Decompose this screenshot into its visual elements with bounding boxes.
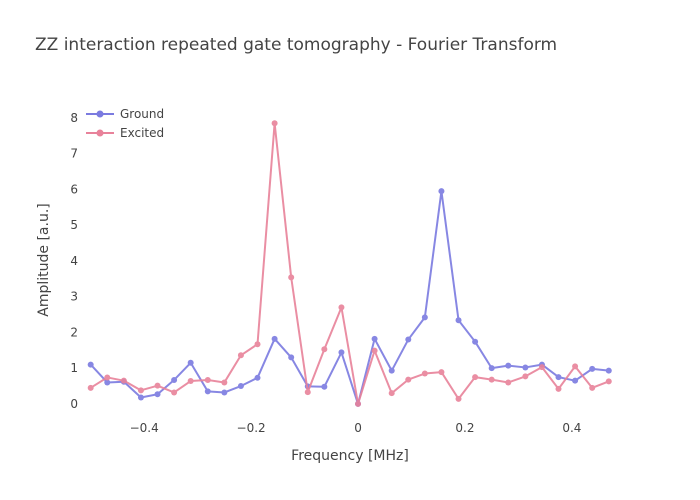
series-excited bbox=[87, 120, 612, 407]
x-tick-label: 0 bbox=[354, 421, 362, 435]
plot-background bbox=[80, 100, 620, 420]
data-point-excited[interactable] bbox=[87, 384, 94, 391]
data-point-excited[interactable] bbox=[271, 120, 278, 127]
data-point-excited[interactable] bbox=[154, 382, 161, 389]
data-point-excited[interactable] bbox=[421, 370, 428, 377]
data-point-excited[interactable] bbox=[254, 341, 261, 348]
legend: Ground Excited bbox=[86, 107, 164, 140]
data-point-ground[interactable] bbox=[137, 394, 144, 401]
data-point-ground[interactable] bbox=[472, 338, 479, 345]
data-point-excited[interactable] bbox=[388, 390, 395, 397]
data-point-excited[interactable] bbox=[555, 385, 562, 392]
data-point-excited[interactable] bbox=[538, 364, 545, 371]
data-point-excited[interactable] bbox=[338, 304, 345, 311]
y-tick-label: 4 bbox=[70, 254, 78, 268]
data-point-ground[interactable] bbox=[321, 383, 328, 390]
data-point-excited[interactable] bbox=[505, 379, 512, 386]
x-tick-label: −0.4 bbox=[130, 421, 159, 435]
data-point-ground[interactable] bbox=[104, 379, 111, 386]
data-point-ground[interactable] bbox=[605, 367, 612, 374]
data-point-ground[interactable] bbox=[288, 354, 295, 361]
legend-label-excited: Excited bbox=[120, 126, 164, 140]
series-layer bbox=[87, 120, 612, 407]
y-axis-title: Amplitude [a.u.] bbox=[36, 203, 52, 316]
data-point-ground[interactable] bbox=[237, 383, 244, 390]
data-point-ground[interactable] bbox=[438, 188, 445, 195]
data-point-excited[interactable] bbox=[237, 352, 244, 359]
data-point-ground[interactable] bbox=[221, 389, 228, 396]
data-point-excited[interactable] bbox=[120, 377, 127, 384]
data-point-excited[interactable] bbox=[187, 378, 194, 385]
legend-item-excited[interactable]: Excited bbox=[86, 126, 164, 140]
y-tick-label: 1 bbox=[70, 361, 78, 375]
data-point-excited[interactable] bbox=[204, 376, 211, 383]
x-tick-label: −0.2 bbox=[237, 421, 266, 435]
x-axis-title: Frequency [MHz] bbox=[291, 448, 409, 464]
y-tick-label: 2 bbox=[70, 325, 78, 339]
data-point-ground[interactable] bbox=[388, 367, 395, 374]
data-point-excited[interactable] bbox=[371, 347, 378, 354]
data-point-ground[interactable] bbox=[204, 388, 211, 395]
data-point-ground[interactable] bbox=[505, 362, 512, 369]
data-point-excited[interactable] bbox=[488, 376, 495, 383]
data-point-ground[interactable] bbox=[338, 349, 345, 356]
data-point-ground[interactable] bbox=[171, 376, 178, 383]
data-point-excited[interactable] bbox=[221, 379, 228, 386]
x-tick-label: 0.2 bbox=[455, 421, 474, 435]
data-point-ground[interactable] bbox=[154, 391, 161, 398]
data-point-ground[interactable] bbox=[555, 374, 562, 381]
data-point-ground[interactable] bbox=[488, 365, 495, 372]
y-tick-label: 6 bbox=[70, 182, 78, 196]
data-point-excited[interactable] bbox=[355, 400, 362, 407]
data-point-ground[interactable] bbox=[187, 359, 194, 366]
data-point-ground[interactable] bbox=[371, 335, 378, 342]
data-point-excited[interactable] bbox=[288, 274, 295, 281]
data-point-ground[interactable] bbox=[572, 377, 579, 384]
x-axis-ticks: −0.4 −0.2 0 0.2 0.4 bbox=[130, 421, 582, 435]
data-point-excited[interactable] bbox=[572, 363, 579, 370]
data-point-excited[interactable] bbox=[455, 395, 462, 402]
y-tick-label: 3 bbox=[70, 290, 78, 304]
data-point-ground[interactable] bbox=[405, 336, 412, 343]
data-point-excited[interactable] bbox=[438, 369, 445, 376]
data-point-excited[interactable] bbox=[304, 389, 311, 396]
legend-swatch-excited-marker bbox=[96, 129, 104, 137]
series-line-excited bbox=[90, 122, 610, 405]
data-point-excited[interactable] bbox=[522, 373, 529, 380]
data-point-ground[interactable] bbox=[522, 364, 529, 371]
data-point-excited[interactable] bbox=[104, 374, 111, 381]
data-point-ground[interactable] bbox=[87, 361, 94, 368]
data-point-excited[interactable] bbox=[171, 389, 178, 396]
x-tick-label: 0.4 bbox=[562, 421, 581, 435]
data-point-excited[interactable] bbox=[321, 346, 328, 353]
y-axis-ticks: 0 1 2 3 4 5 6 7 8 bbox=[70, 111, 78, 411]
y-tick-label: 0 bbox=[70, 397, 78, 411]
y-tick-label: 7 bbox=[70, 147, 78, 161]
chart-title: ZZ interaction repeated gate tomography … bbox=[35, 35, 557, 55]
data-point-excited[interactable] bbox=[137, 387, 144, 394]
data-point-ground[interactable] bbox=[271, 335, 278, 342]
data-point-excited[interactable] bbox=[472, 374, 479, 381]
legend-swatch-ground-marker bbox=[96, 110, 104, 118]
data-point-ground[interactable] bbox=[421, 314, 428, 321]
data-point-ground[interactable] bbox=[254, 374, 261, 381]
legend-item-ground[interactable]: Ground bbox=[86, 107, 164, 121]
legend-label-ground: Ground bbox=[120, 107, 164, 121]
data-point-excited[interactable] bbox=[405, 376, 412, 383]
data-point-excited[interactable] bbox=[589, 384, 596, 391]
y-tick-label: 5 bbox=[70, 218, 78, 232]
data-point-ground[interactable] bbox=[455, 317, 462, 324]
data-point-ground[interactable] bbox=[589, 365, 596, 372]
plot-area bbox=[80, 100, 620, 420]
y-tick-label: 8 bbox=[70, 111, 78, 125]
data-point-excited[interactable] bbox=[605, 378, 612, 385]
